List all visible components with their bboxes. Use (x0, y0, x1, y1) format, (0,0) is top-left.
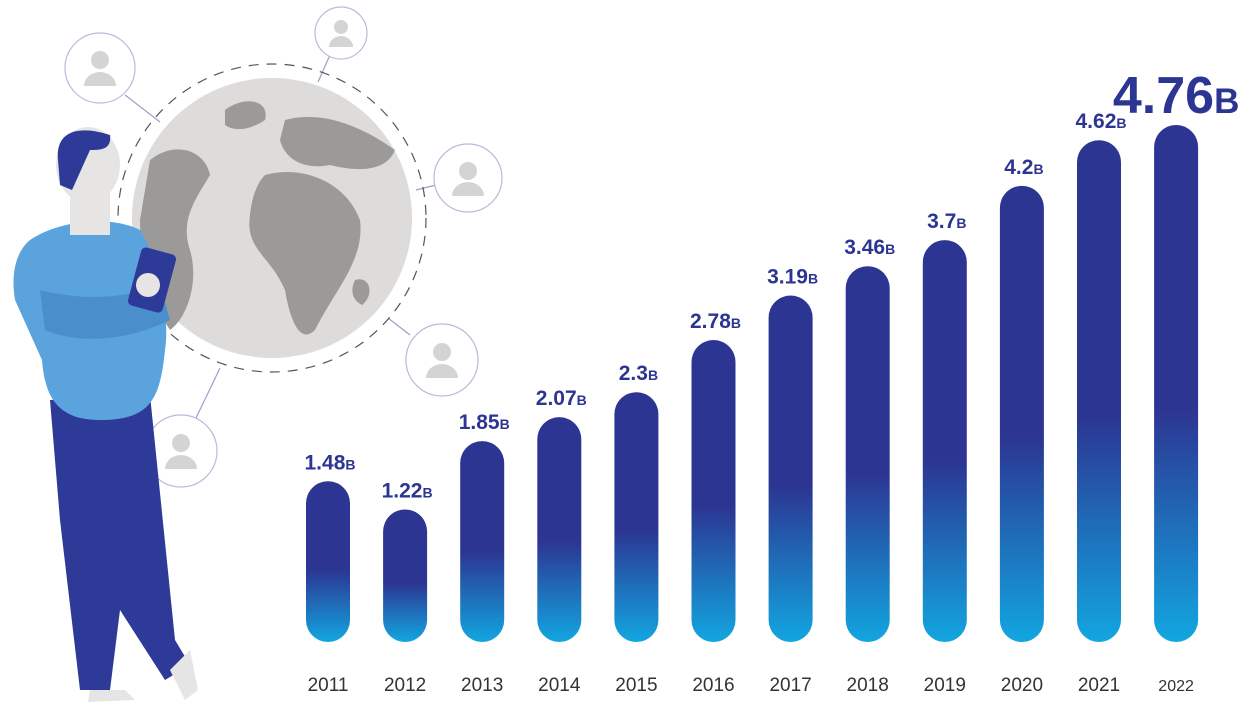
value-label: 3.7B (927, 210, 966, 233)
x-tick-label: 2019 (924, 675, 966, 696)
x-tick-label: 2021 (1078, 675, 1120, 696)
value-label: 3.46B (844, 236, 895, 259)
value-label: 1.85B (459, 411, 510, 434)
bar (383, 509, 428, 642)
bar (1154, 125, 1199, 642)
bar (537, 417, 582, 642)
value-label: 4.2B (1004, 156, 1043, 179)
x-tick-label: 2020 (1001, 675, 1043, 696)
x-tick-label: 2017 (769, 675, 811, 696)
value-label: 1.22B (382, 479, 433, 502)
x-tick-label: 2011 (308, 675, 349, 696)
x-tick-label: 2018 (847, 675, 889, 696)
bar (460, 441, 505, 642)
bar (306, 481, 350, 642)
illustration (13, 6, 503, 702)
value-label: 3.19B (767, 266, 818, 289)
x-tick-label: 2022 (1158, 678, 1194, 695)
bar (768, 295, 813, 642)
bar (999, 185, 1044, 642)
value-label: 1.48B (305, 451, 356, 474)
x-tick-label: 2015 (615, 675, 657, 696)
x-tick-label: 2013 (461, 675, 503, 696)
value-label: 2.07B (536, 387, 587, 410)
value-label: 4.76B (1113, 67, 1240, 125)
bar (922, 240, 967, 642)
x-tick-label: 2014 (538, 675, 581, 696)
value-label: 2.78B (690, 310, 741, 333)
bar (691, 340, 736, 642)
bar (614, 392, 659, 642)
value-label: 2.3B (619, 362, 658, 385)
x-tick-label: 2012 (384, 675, 426, 696)
bar (1077, 140, 1121, 643)
value-label: 4.62B (1076, 110, 1127, 133)
bar (845, 266, 890, 642)
x-tick-label: 2016 (692, 675, 734, 696)
